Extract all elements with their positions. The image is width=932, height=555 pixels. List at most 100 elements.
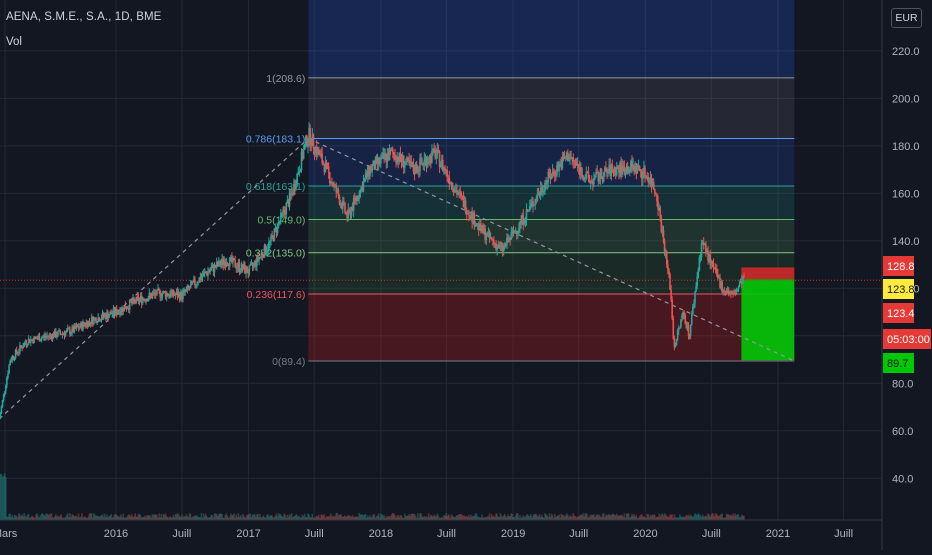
candle-body	[586, 172, 588, 178]
candle-body	[278, 223, 280, 224]
candle-body	[690, 325, 692, 336]
candle-body	[533, 205, 535, 206]
candle-body	[359, 189, 361, 197]
candle-body	[285, 203, 287, 214]
candle-body	[439, 152, 441, 167]
candle-body	[70, 333, 72, 334]
candle-body	[363, 181, 365, 191]
y-tick-label: 80.0	[892, 378, 913, 390]
candle-body	[229, 257, 231, 266]
candle-body	[325, 162, 327, 172]
candle-body	[279, 221, 281, 222]
candle-body	[34, 337, 36, 338]
candle-body	[405, 163, 407, 165]
candle-body	[737, 289, 739, 290]
candle-body	[524, 223, 526, 224]
candle-body	[668, 270, 670, 275]
candle-body	[594, 175, 596, 178]
candle-body	[640, 171, 642, 172]
candle-body	[639, 166, 641, 171]
time-axis-background	[0, 520, 932, 550]
symbol-legend[interactable]: AENA, S.M.E., S.A., 1D, BME	[6, 11, 161, 23]
candle-body	[688, 325, 690, 335]
candle-body	[326, 162, 328, 163]
candle-body	[672, 319, 674, 339]
candle-body	[447, 177, 449, 178]
candle-body	[234, 260, 236, 267]
candle-body	[693, 304, 695, 307]
volume-legend[interactable]: Vol	[6, 36, 22, 48]
candle-body	[549, 172, 551, 176]
candle-body	[65, 332, 67, 336]
candle-body	[249, 266, 251, 274]
candle-body	[696, 277, 698, 286]
candle-body	[446, 170, 448, 177]
currency-button[interactable]: EUR	[891, 8, 922, 28]
candle-body	[300, 170, 302, 172]
candle-body	[525, 220, 527, 223]
candle-body	[307, 140, 309, 146]
candle-body	[558, 164, 560, 171]
fib-level-label: 0(89.4)	[272, 356, 305, 368]
candle-body	[605, 168, 607, 170]
candle-body	[526, 210, 528, 220]
candle-body	[697, 270, 699, 276]
candle-body	[375, 159, 377, 170]
candle-body	[522, 215, 524, 225]
candle-body	[364, 179, 366, 182]
y-tick-label: 200.0	[892, 93, 920, 105]
candle-body	[588, 172, 590, 179]
volume-bar	[5, 477, 7, 520]
candle-body	[493, 241, 495, 244]
candle-body	[543, 191, 545, 192]
candle-body	[190, 285, 192, 288]
candle-body	[567, 153, 569, 161]
candle-body	[593, 178, 595, 184]
candle-body	[452, 183, 454, 189]
candle-body	[112, 314, 114, 315]
candle-body	[289, 193, 291, 207]
fib-level-label: 0.236(117.6)	[247, 289, 306, 301]
x-tick-label: 2019	[501, 528, 525, 540]
candle-body	[56, 336, 58, 337]
candle-body	[691, 314, 693, 324]
candle-body	[227, 263, 229, 265]
candle-body	[57, 331, 59, 336]
candle-body	[529, 206, 531, 210]
candle-body	[667, 264, 669, 269]
candle-body	[725, 291, 727, 292]
candle-body	[459, 191, 461, 193]
candle-body	[732, 292, 734, 293]
candle-body	[262, 254, 264, 256]
candle-body	[274, 229, 276, 241]
candle-body	[544, 183, 546, 191]
candle-body	[669, 274, 671, 290]
candle-body	[487, 233, 489, 236]
candle-body	[59, 330, 61, 333]
candle-body	[389, 150, 391, 160]
candle-body	[4, 391, 6, 394]
candle-body	[539, 194, 541, 195]
candle-body	[625, 174, 627, 175]
candle-body	[130, 300, 132, 302]
candle-body	[152, 294, 154, 298]
x-tick-label: 2020	[633, 528, 657, 540]
candle-body	[277, 224, 279, 233]
candle-body	[517, 231, 519, 234]
candle-body	[353, 198, 355, 211]
candle-body	[182, 292, 184, 299]
candle-body	[438, 150, 440, 152]
candle-body	[1, 407, 3, 414]
candle-body	[239, 263, 241, 271]
candle-body	[159, 290, 161, 297]
candle-body	[266, 251, 268, 253]
candle-body	[9, 361, 11, 365]
candle-body	[205, 272, 207, 273]
candle-body	[322, 163, 324, 164]
candle-body	[450, 184, 452, 185]
candle-body	[537, 194, 539, 201]
candle-body	[135, 297, 137, 303]
candle-body	[684, 315, 686, 323]
